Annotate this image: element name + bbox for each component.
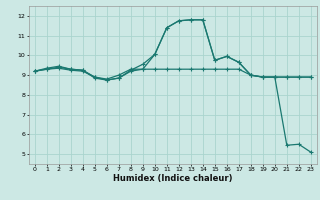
X-axis label: Humidex (Indice chaleur): Humidex (Indice chaleur) (113, 174, 233, 183)
